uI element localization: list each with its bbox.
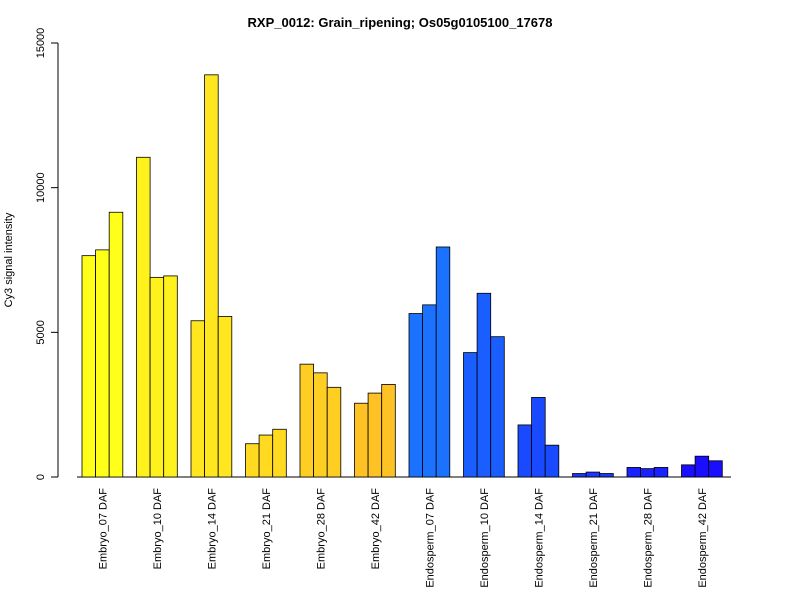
bar bbox=[531, 397, 546, 478]
bar bbox=[81, 255, 97, 478]
category-labels: Embryo_07 DAF Embryo_10 DAF Embryo_14 DAF E… bbox=[97, 488, 709, 588]
y-tick-label: 15000 bbox=[35, 28, 47, 59]
category-label: Endosperm_10 DAF bbox=[479, 488, 491, 588]
bar bbox=[708, 460, 723, 478]
bar bbox=[190, 320, 206, 478]
bar bbox=[149, 276, 165, 478]
category-label: Endosperm_07 DAF bbox=[424, 488, 436, 588]
bar bbox=[463, 352, 478, 478]
category-label: Embryo_07 DAF bbox=[97, 488, 109, 570]
bar bbox=[136, 156, 151, 478]
bar bbox=[626, 467, 642, 478]
y-tick-label: 5000 bbox=[35, 320, 47, 344]
bar bbox=[163, 275, 178, 478]
bar bbox=[367, 392, 383, 478]
bar bbox=[299, 363, 315, 478]
category-label: Endosperm_14 DAF bbox=[533, 488, 545, 588]
category-label: Endosperm_21 DAF bbox=[588, 488, 600, 588]
category-label: Embryo_42 DAF bbox=[370, 488, 382, 570]
bar bbox=[217, 316, 233, 478]
bar bbox=[490, 336, 505, 478]
bar bbox=[326, 386, 342, 478]
bar bbox=[599, 473, 614, 478]
category-label: Endosperm_28 DAF bbox=[642, 488, 654, 588]
y-axis-label: Cy3 signal intensity bbox=[3, 212, 15, 307]
bar bbox=[585, 471, 601, 478]
bar bbox=[435, 246, 451, 478]
y-axis: 0 5000 10000 15000 bbox=[35, 28, 59, 480]
bar bbox=[694, 455, 710, 478]
bar bbox=[245, 443, 260, 478]
category-label: Embryo_28 DAF bbox=[315, 488, 327, 570]
category-label: Embryo_10 DAF bbox=[152, 488, 164, 570]
bar bbox=[408, 313, 424, 478]
bar bbox=[517, 424, 533, 478]
bar bbox=[272, 428, 287, 478]
bar bbox=[422, 304, 437, 478]
bar bbox=[95, 249, 110, 478]
bar bbox=[313, 372, 328, 478]
y-tick-label: 0 bbox=[35, 474, 47, 480]
chart-title: RXP_0012: Grain_ripening; Os05g0105100_1… bbox=[248, 15, 553, 30]
category-label: Embryo_21 DAF bbox=[261, 488, 273, 570]
bar bbox=[544, 444, 560, 478]
category-label: Endosperm_42 DAF bbox=[697, 488, 709, 588]
bar bbox=[354, 402, 369, 478]
bar bbox=[381, 384, 396, 478]
bar bbox=[108, 211, 124, 478]
bar bbox=[640, 468, 655, 478]
bar bbox=[681, 464, 696, 478]
bar bbox=[476, 292, 492, 478]
y-tick-label: 10000 bbox=[35, 172, 47, 203]
bar bbox=[653, 467, 669, 478]
bar bbox=[258, 434, 274, 478]
bar bbox=[204, 74, 219, 478]
bars-layer bbox=[81, 74, 723, 478]
category-label: Embryo_14 DAF bbox=[206, 488, 218, 570]
bar bbox=[572, 473, 587, 478]
